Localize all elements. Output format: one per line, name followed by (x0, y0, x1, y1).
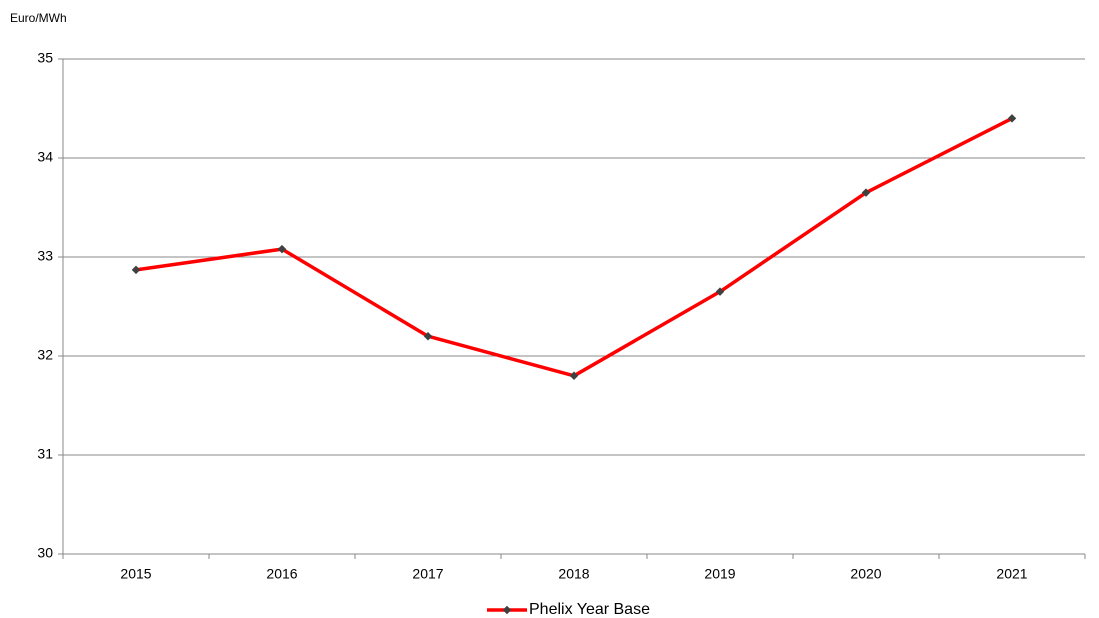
x-tick-label: 2021 (996, 566, 1027, 582)
legend-label: Phelix Year Base (529, 601, 650, 618)
y-tick-label: 33 (37, 248, 53, 264)
x-tick-label: 2018 (558, 566, 589, 582)
y-tick-label: 30 (37, 545, 53, 561)
x-tick-label: 2017 (412, 566, 443, 582)
point-marker (569, 371, 579, 381)
y-tick-label: 31 (37, 446, 53, 462)
y-tick-label: 35 (37, 50, 53, 66)
x-tick-label: 2016 (266, 566, 297, 582)
legend-marker (502, 605, 512, 615)
y-tick-label: 34 (37, 149, 53, 165)
x-tick-label: 2020 (850, 566, 881, 582)
point-marker (131, 265, 141, 275)
x-tick-label: 2019 (704, 566, 735, 582)
x-tick-label: 2015 (120, 566, 151, 582)
point-marker (715, 287, 725, 296)
point-marker (277, 244, 287, 254)
y-tick-label: 32 (37, 347, 53, 363)
point-marker (423, 331, 433, 341)
y-axis-label: Euro/MWh (10, 11, 67, 25)
